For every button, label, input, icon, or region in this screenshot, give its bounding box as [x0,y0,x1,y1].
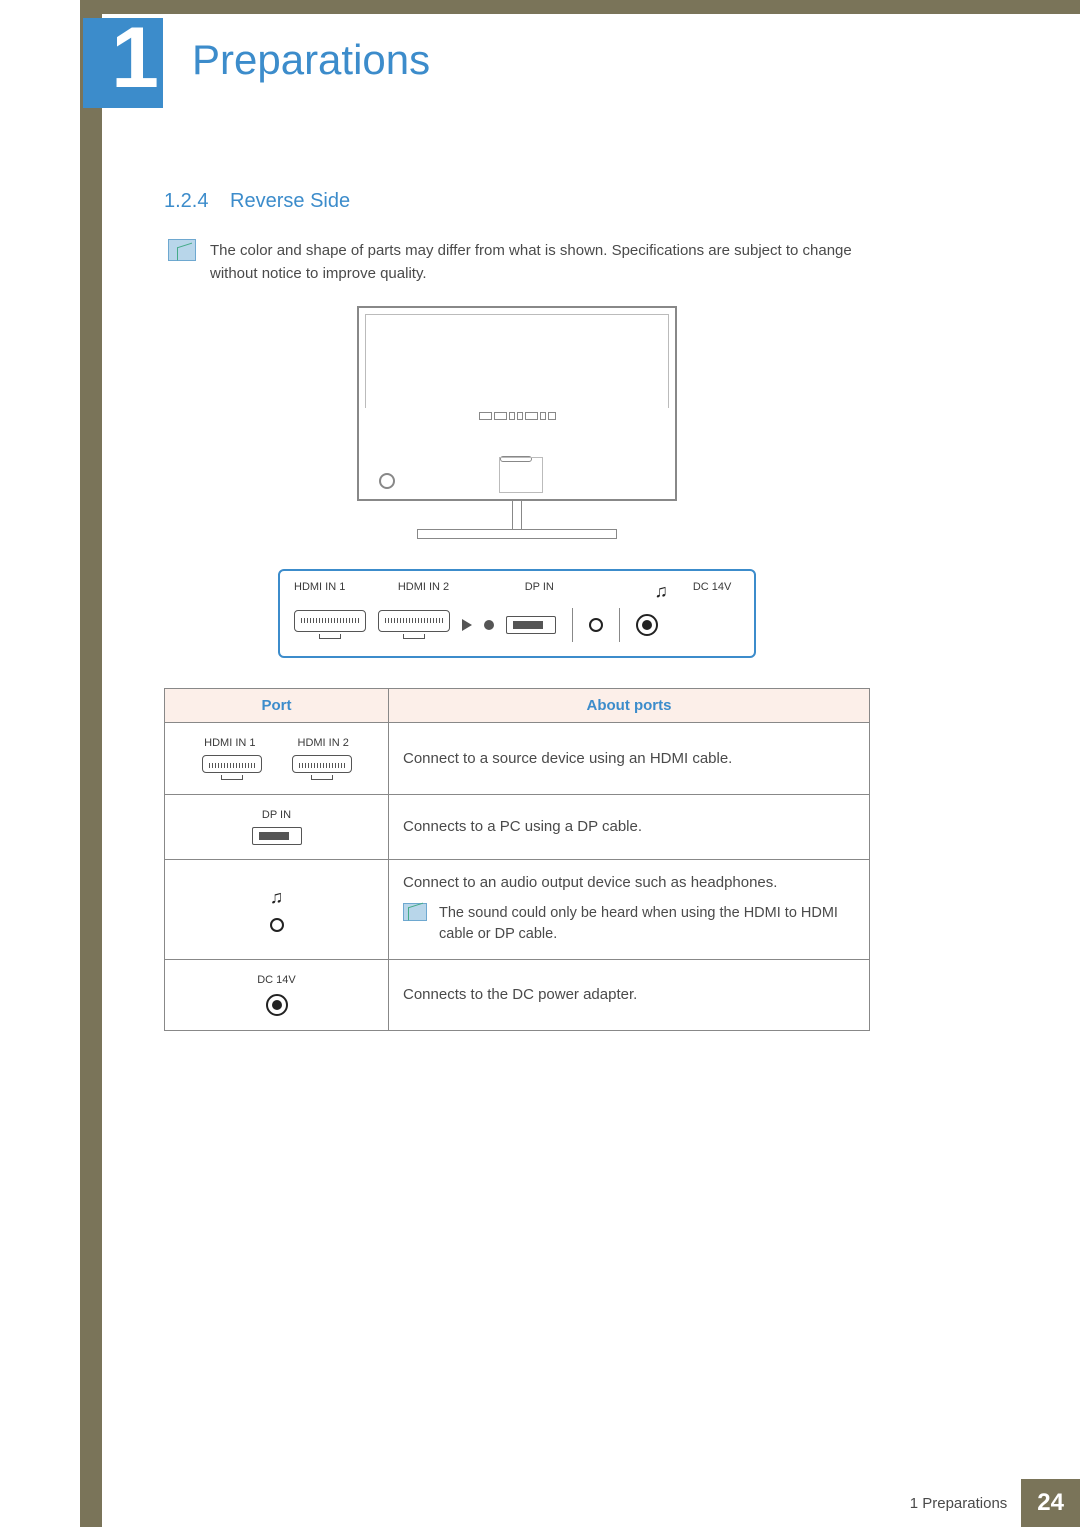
cell-about: Connects to a PC using a DP cable. [389,794,870,859]
table-row: DP IN Connects to a PC using a DP cable. [165,794,870,859]
note-row: The color and shape of parts may differ … [168,239,870,286]
dc-jack-icon [266,994,288,1016]
content: 1.2.4 Reverse Side The color and shape o… [164,190,870,1031]
monitor-diagram [357,306,677,539]
dc-jack-icon [636,614,658,636]
hdmi2-icon [378,610,450,639]
footer-text: 1 Preparations [910,1495,1008,1512]
monitor-frame [357,306,677,501]
ports-table: Port About ports HDMI IN 1 HDMI IN 2 Con… [164,688,870,1031]
cell-label: HDMI IN 2 [298,737,349,749]
dp-dot-icon [484,620,494,630]
panel-label-hdmi2: HDMI IN 2 [398,581,525,602]
table-row: ♫ Connect to an audio output device such… [165,859,870,959]
cell-about: Connect to an audio output device such a… [403,874,855,891]
headphone-icon: ♫ [654,581,668,601]
footer-page: 24 [1021,1479,1080,1527]
top-bar [102,0,1080,14]
th-port: Port [165,688,389,722]
dp-port-icon [506,616,556,634]
panel-label-dc: DC 14V [684,581,740,602]
panel-label-hdmi1: HDMI IN 1 [294,581,398,602]
headphone-icon: ♫ [270,887,284,908]
dp-port-icon [252,827,302,845]
chapter-badge: 1 [83,18,163,108]
chapter-title: Preparations [192,36,430,84]
cell-label: HDMI IN 1 [204,737,255,749]
section-title: Reverse Side [230,190,350,212]
note-text: The color and shape of parts may differ … [210,239,870,286]
section-number: 1.2.4 [164,190,208,212]
cell-about: Connect to a source device using an HDMI… [389,722,870,794]
cell-label: DC 14V [257,974,296,986]
note-icon [168,239,196,261]
chapter-number: 1 [111,18,157,100]
th-about: About ports [389,688,870,722]
table-row: HDMI IN 1 HDMI IN 2 Connect to a source … [165,722,870,794]
hdmi-icon [292,755,352,780]
port-panel: HDMI IN 1 HDMI IN 2 DP IN ♫ DC 14V [278,569,756,658]
hdmi1-icon [294,610,366,639]
footer: 1 Preparations 24 [910,1479,1080,1527]
audio-jack-icon [270,918,284,932]
table-row: DC 14V Connects to the DC power adapter. [165,959,870,1030]
dp-arrow-icon [462,619,472,631]
audio-jack-icon [589,618,603,632]
cell-about: Connects to the DC power adapter. [389,959,870,1030]
hdmi-icon [202,755,262,780]
panel-label-dp: DP IN [525,581,638,602]
cell-label: DP IN [262,809,291,821]
section-heading: 1.2.4 Reverse Side [164,190,870,213]
note-icon [403,903,427,921]
cell-note: The sound could only be heard when using… [439,903,855,945]
sidebar-stripe [80,0,102,1527]
